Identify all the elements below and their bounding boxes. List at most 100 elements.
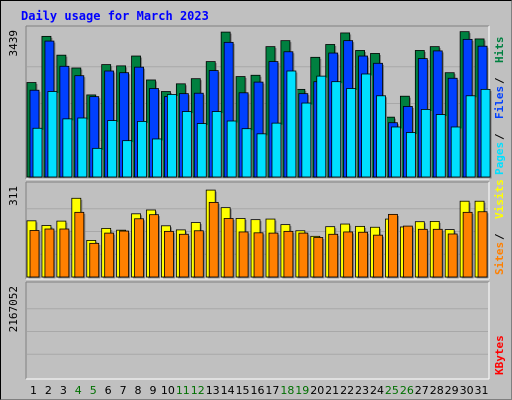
x-tick-label-5: 5	[90, 384, 97, 397]
bar-pages-day-14	[226, 120, 237, 178]
bar-sites-day-11	[178, 233, 189, 278]
x-tick-label-8: 8	[135, 384, 142, 397]
bar-sites-day-28	[432, 228, 443, 278]
bar-sites-day-16	[253, 232, 264, 278]
bar-sites-day-5	[89, 242, 100, 278]
x-tick-label-29: 29	[445, 384, 459, 397]
bar-sites-day-15	[238, 231, 249, 278]
bar-pages-day-10	[167, 94, 177, 178]
legend-separator: /	[493, 133, 506, 140]
bar-pages-day-16	[256, 133, 267, 178]
bar-sites-day-24	[373, 234, 383, 278]
bar-pages-day-20	[316, 75, 327, 178]
bar-pages-day-4	[77, 117, 88, 178]
bar-sites-day-23	[358, 231, 368, 278]
bar-sites-day-12	[193, 230, 204, 278]
x-tick-label-30: 30	[460, 384, 474, 397]
bar-sites-day-26	[402, 225, 413, 278]
x-tick-label-9: 9	[149, 384, 156, 397]
bar-pages-day-8	[137, 121, 147, 178]
bar-pages-day-25	[391, 126, 401, 178]
bar-sites-day-2	[44, 228, 55, 278]
x-tick-label-31: 31	[475, 384, 489, 397]
x-tick-label-28: 28	[430, 384, 444, 397]
bar-sites-day-3	[59, 228, 70, 278]
legend-separator: /	[493, 77, 506, 84]
bar-sites-day-21	[328, 233, 339, 278]
bar-sites-day-9	[149, 214, 159, 278]
x-tick-label-27: 27	[415, 384, 429, 397]
x-tick-label-19: 19	[295, 384, 309, 397]
x-tick-label-14: 14	[221, 384, 235, 397]
bar-pages-day-13	[211, 111, 222, 178]
bar-sites-day-30	[462, 211, 473, 278]
bar-sites-day-14	[223, 218, 234, 278]
bar-pages-day-22	[346, 88, 357, 178]
bar-sites-day-22	[343, 231, 354, 278]
chart-title: Daily usage for March 2023	[21, 9, 209, 23]
legend-sites: Sites	[493, 242, 506, 275]
ymax-label-hits-files-pages: 3439	[7, 30, 20, 57]
bar-sites-day-19	[298, 232, 309, 278]
x-tick-label-4: 4	[75, 384, 82, 397]
x-tick-label-16: 16	[251, 384, 265, 397]
x-tick-label-18: 18	[280, 384, 294, 397]
bar-pages-day-6	[107, 120, 118, 178]
x-tick-label-10: 10	[161, 384, 175, 397]
x-tick-label-24: 24	[370, 384, 384, 397]
x-tick-label-26: 26	[400, 384, 414, 397]
x-tick-label-17: 17	[265, 384, 279, 397]
x-tick-label-1: 1	[30, 384, 37, 397]
bar-pages-day-19	[301, 102, 312, 178]
bar-sites-day-10	[164, 230, 174, 278]
bar-pages-day-21	[331, 81, 342, 178]
bar-pages-day-31	[480, 88, 491, 178]
x-tick-label-13: 13	[206, 384, 220, 397]
bar-pages-day-12	[196, 123, 207, 178]
bar-pages-day-30	[465, 95, 476, 178]
x-tick-label-21: 21	[325, 384, 339, 397]
bar-sites-day-29	[447, 233, 458, 278]
bar-pages-day-2	[47, 91, 58, 178]
bar-sites-day-25	[388, 213, 398, 278]
bar-pages-day-3	[62, 118, 73, 178]
x-tick-label-22: 22	[340, 384, 354, 397]
legend-visits: Visits	[493, 179, 506, 219]
bar-pages-day-1	[32, 127, 43, 178]
bar-sites-day-20	[313, 237, 324, 278]
bar-sites-day-8	[134, 218, 144, 278]
bar-pages-day-26	[405, 132, 416, 178]
x-tick-label-6: 6	[105, 384, 112, 397]
bar-pages-day-18	[286, 70, 297, 178]
bar-sites-day-1	[29, 230, 40, 278]
bar-pages-day-15	[241, 128, 252, 178]
bar-sites-day-31	[477, 211, 488, 278]
legend-kbytes: KBytes	[493, 335, 506, 375]
bar-pages-day-29	[450, 126, 461, 178]
bar-sites-day-17	[268, 232, 279, 278]
x-tick-label-3: 3	[60, 384, 67, 397]
bar-sites-day-6	[104, 232, 115, 278]
bar-sites-day-4	[74, 211, 85, 278]
bar-pages-day-9	[152, 138, 162, 178]
legend-hits: Hits	[493, 37, 506, 64]
bar-pages-day-23	[361, 73, 371, 178]
x-tick-label-23: 23	[355, 384, 369, 397]
x-tick-label-15: 15	[236, 384, 250, 397]
bar-pages-day-27	[420, 109, 431, 178]
bar-sites-day-27	[417, 228, 428, 278]
legend-pages: Pages	[493, 142, 506, 175]
legend-separator: /	[493, 233, 506, 240]
bar-pages-day-17	[271, 122, 282, 178]
ymax-label-visits-sites: 311	[7, 186, 20, 206]
x-tick-label-25: 25	[385, 384, 399, 397]
x-tick-label-12: 12	[191, 384, 205, 397]
bar-pages-day-28	[435, 114, 446, 178]
bar-pages-day-7	[122, 140, 133, 178]
x-tick-label-20: 20	[310, 384, 324, 397]
x-tick-label-2: 2	[45, 384, 52, 397]
bar-sites-day-18	[283, 230, 294, 278]
bar-pages-day-24	[376, 95, 386, 178]
